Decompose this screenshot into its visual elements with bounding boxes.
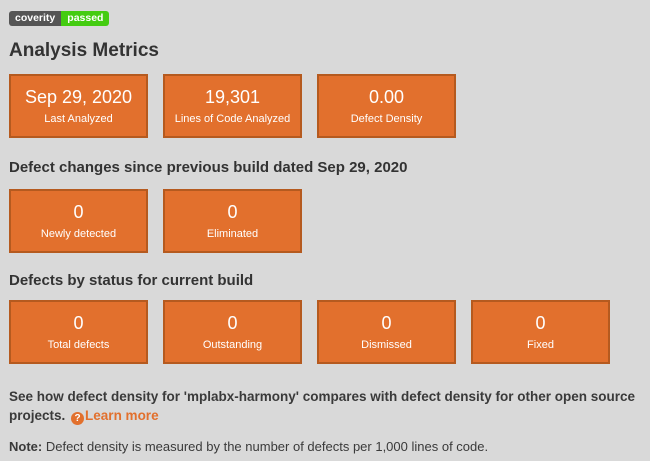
metric-value: 0 — [227, 201, 238, 222]
metric-label: Newly detected — [40, 227, 117, 240]
metric-card-lines-of-code: 19,301 Lines of Code Analyzed — [163, 74, 302, 138]
metric-card-dismissed: 0 Dismissed — [317, 300, 456, 364]
defects-by-status-row: 0 Total defects 0 Outstanding 0 Dismisse… — [9, 300, 640, 364]
defect-changes-heading: Defect changes since previous build date… — [9, 159, 408, 176]
note-label: Note: — [9, 438, 43, 454]
metric-card-total-defects: 0 Total defects — [9, 300, 148, 364]
badge-coverity-label: coverity — [9, 11, 62, 26]
compare-density-sentence: See how defect density for 'mplabx-harmo… — [9, 389, 636, 423]
help-icon[interactable]: ? — [71, 412, 85, 425]
learn-more-link[interactable]: Learn more — [85, 408, 159, 423]
metric-label: Dismissed — [361, 338, 412, 351]
metric-card-eliminated: 0 Eliminated — [163, 189, 302, 253]
metric-label: Defect Density — [350, 112, 423, 125]
metric-value: Sep 29, 2020 — [24, 86, 133, 107]
badge-passed-label: passed — [61, 11, 110, 26]
defect-changes-row: 0 Newly detected 0 Eliminated — [9, 189, 640, 253]
metric-value: 0 — [381, 312, 392, 333]
metric-label: Fixed — [527, 338, 554, 351]
metric-label: Last Analyzed — [44, 112, 113, 125]
metric-card-fixed: 0 Fixed — [471, 300, 610, 364]
metric-label: Eliminated — [206, 227, 259, 240]
metric-label: Total defects — [47, 338, 110, 351]
metric-value: 0 — [535, 312, 546, 333]
coverity-status-badge: coverity passed — [9, 11, 110, 26]
metric-value: 0 — [73, 201, 84, 222]
compare-density-text: See how defect density for 'mplabx-harmo… — [9, 387, 637, 425]
metric-label: Lines of Code Analyzed — [174, 112, 291, 125]
metric-card-defect-density: 0.00 Defect Density — [317, 74, 456, 138]
metric-card-newly-detected: 0 Newly detected — [9, 189, 148, 253]
metric-card-last-analyzed: Sep 29, 2020 Last Analyzed — [9, 74, 148, 138]
metric-card-outstanding: 0 Outstanding — [163, 300, 302, 364]
metric-value: 19,301 — [204, 86, 261, 107]
defects-by-status-heading: Defects by status for current build — [9, 272, 254, 289]
metric-value: 0 — [227, 312, 238, 333]
page-title: Analysis Metrics — [9, 40, 159, 61]
density-note: Note: Defect density is measured by the … — [9, 439, 640, 455]
analysis-metrics-row: Sep 29, 2020 Last Analyzed 19,301 Lines … — [9, 74, 640, 138]
note-body: Defect density is measured by the number… — [45, 438, 489, 454]
metric-value: 0 — [73, 312, 84, 333]
metric-label: Outstanding — [202, 338, 263, 351]
metric-value: 0.00 — [368, 86, 405, 107]
